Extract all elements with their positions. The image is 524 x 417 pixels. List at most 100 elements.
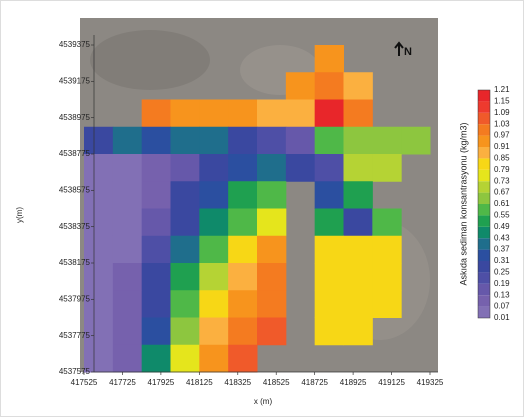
contour-cell [141, 290, 171, 318]
contour-cell [112, 263, 143, 291]
contour-cell [199, 317, 229, 346]
contour-cell [228, 126, 258, 155]
x-tick-label: 418325 [224, 378, 251, 387]
contour-cell [84, 126, 114, 155]
contour-cell [141, 235, 171, 264]
contour-cell [343, 317, 373, 346]
contour-cell [314, 208, 344, 237]
colorbar-tick-label: 1.15 [494, 97, 510, 106]
contour-cell [141, 154, 171, 182]
contour-cell [228, 290, 258, 318]
contour-cell [228, 99, 258, 128]
colorbar-label: Askıda sediman konsantrasyonu (kg/m3) [458, 122, 468, 285]
contour-cell [285, 99, 316, 128]
colorbar-swatch [478, 272, 490, 284]
contour-cell [343, 181, 373, 209]
contour-cell [314, 72, 344, 100]
contour-cell [343, 290, 373, 318]
contour-cell [314, 181, 344, 209]
contour-cell [170, 235, 200, 264]
contour-cell [112, 317, 143, 346]
contour-cell [84, 181, 114, 209]
contour-cell [199, 181, 229, 209]
x-axis-label: x (m) [254, 397, 273, 406]
contour-cell [257, 235, 287, 264]
x-tick-label: 419125 [378, 378, 405, 387]
contour-cell [314, 45, 344, 73]
colorbar-tick-label: 0.43 [494, 233, 510, 242]
contour-cell [257, 181, 287, 209]
contour-cell [170, 208, 200, 237]
contour-cell [141, 344, 171, 373]
contour-cell [112, 235, 143, 264]
contour-cell [228, 235, 258, 264]
contour-cell [170, 181, 200, 209]
contour-cell [257, 126, 287, 155]
contour-cell [257, 154, 287, 182]
colorbar-swatch [478, 238, 490, 250]
contour-cell [228, 154, 258, 182]
colorbar-tick-label: 0.19 [494, 279, 510, 288]
colorbar-swatch [478, 90, 490, 102]
contour-cell [199, 344, 229, 373]
north-arrow [394, 41, 404, 56]
y-tick-label: 4538375 [59, 222, 91, 231]
colorbar-tick-label: 0.55 [494, 211, 510, 220]
colorbar-frame [477, 89, 491, 319]
contour-cell [372, 290, 402, 318]
contour-cell [141, 208, 171, 237]
colorbar-tick-label: 0.85 [494, 154, 510, 163]
contour-cell [112, 344, 143, 373]
contour-cell [170, 317, 200, 346]
colorbar-tick-label: 0.01 [494, 313, 510, 322]
contour-cell [285, 126, 316, 155]
y-tick-label: 4537575 [59, 367, 91, 376]
y-axis-label: y(m) [15, 207, 24, 223]
contour-cell [199, 126, 229, 155]
contour-cell [314, 126, 344, 155]
contour-cell [257, 290, 287, 318]
contour-cell [314, 290, 344, 318]
colorbar-swatch [478, 295, 490, 307]
contour-cell [112, 154, 143, 182]
colorbar-swatch [478, 147, 490, 159]
y-tick-label: 4539175 [59, 76, 91, 85]
contour-cell [112, 290, 143, 318]
contour-cell [372, 235, 402, 264]
x-tick-label: 417925 [148, 378, 175, 387]
contour-cell [112, 181, 143, 209]
contour-cell [141, 317, 171, 346]
x-tick-label: 417525 [71, 378, 98, 387]
contour-cell [372, 126, 402, 155]
colorbar-tick-label: 0.13 [494, 290, 510, 299]
contour-cell [343, 72, 373, 100]
y-tick-label: 4539375 [59, 40, 91, 49]
contour-cell [170, 99, 200, 128]
contour-cell [314, 235, 344, 264]
contour-cell [170, 263, 200, 291]
contour-cell [228, 317, 258, 346]
colorbar-swatch [478, 112, 490, 125]
contour-cell [170, 344, 200, 373]
colorbar-swatch [478, 283, 490, 296]
colorbar-swatch [478, 124, 490, 136]
contour-cell [343, 126, 373, 155]
contour-cell [84, 208, 114, 237]
x-tick-label: 418725 [301, 378, 328, 387]
colorbar-tick-label: 0.67 [494, 188, 510, 197]
contour-cell [343, 208, 373, 237]
colorbar-swatch [478, 261, 490, 273]
colorbar-swatch [478, 169, 490, 182]
colorbar-tick-label: 0.31 [494, 256, 510, 265]
contour-cell [314, 317, 344, 346]
contour-cell [257, 208, 287, 237]
contour-cell [228, 263, 258, 291]
contour-cell [84, 317, 114, 346]
colorbar-tick-label: 0.73 [494, 176, 510, 185]
contour-cell [84, 235, 114, 264]
colorbar-swatch [478, 181, 490, 193]
y-tick-label: 4537975 [59, 294, 91, 303]
contour-cell [285, 154, 316, 182]
contour-cell [170, 126, 200, 155]
